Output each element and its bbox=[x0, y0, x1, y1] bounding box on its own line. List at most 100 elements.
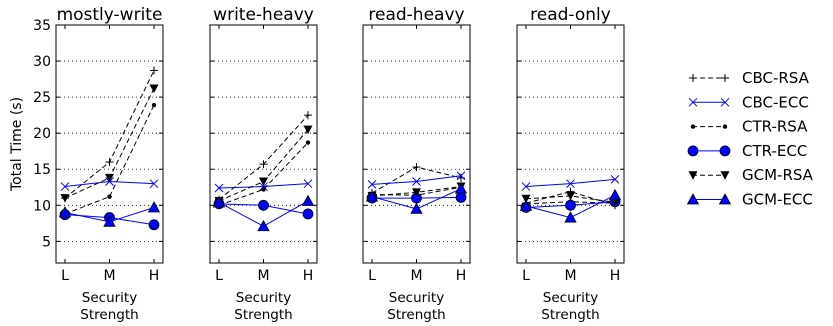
data-point-shape bbox=[60, 194, 70, 203]
series-line bbox=[371, 175, 462, 185]
data-point bbox=[566, 179, 575, 189]
x-axis-label-line: Security bbox=[389, 290, 444, 306]
series-GCM-RSA bbox=[60, 84, 159, 203]
data-point bbox=[521, 182, 531, 191]
legend-marker-shape bbox=[722, 124, 728, 129]
y-tick-label: 30 bbox=[33, 54, 51, 70]
legend-marker bbox=[690, 124, 696, 129]
x-axis-label-line: Security bbox=[236, 290, 291, 306]
data-point-shape bbox=[412, 188, 421, 197]
data-point bbox=[521, 194, 531, 204]
data-point-shape bbox=[147, 201, 161, 213]
legend-marker-shape bbox=[718, 193, 732, 205]
legend-marker bbox=[687, 145, 699, 157]
data-point bbox=[610, 198, 620, 207]
legend-marker-shape bbox=[719, 145, 731, 157]
legend-marker bbox=[722, 124, 728, 129]
legend-marker-shape bbox=[720, 171, 730, 180]
legend-entry: GCM-ECC bbox=[686, 191, 813, 209]
data-point-shape bbox=[259, 177, 268, 187]
data-point-shape bbox=[257, 219, 270, 232]
legend-marker-shape bbox=[687, 145, 699, 157]
panel-title: read-heavy bbox=[368, 5, 464, 25]
data-point-shape bbox=[303, 125, 313, 135]
data-point bbox=[456, 171, 466, 181]
data-point bbox=[365, 190, 379, 202]
data-point bbox=[303, 179, 313, 189]
legend-entry: CTR-RSA bbox=[690, 118, 808, 136]
y-tick-label: 20 bbox=[33, 126, 51, 142]
legend-marker-shape bbox=[686, 193, 700, 205]
x-tick-label: M bbox=[564, 268, 576, 284]
legend-marker-shape bbox=[690, 124, 696, 129]
data-point-shape bbox=[608, 188, 622, 201]
data-point-shape bbox=[258, 199, 269, 211]
data-point-shape bbox=[455, 191, 467, 203]
data-point bbox=[519, 199, 533, 211]
data-point bbox=[107, 194, 112, 199]
legend-entry: GCM-RSA bbox=[688, 166, 814, 184]
data-point-shape bbox=[148, 219, 160, 231]
data-point-shape bbox=[610, 198, 620, 207]
x-tick-label: H bbox=[610, 268, 621, 284]
data-point bbox=[259, 160, 268, 169]
x-tick-label: L bbox=[368, 268, 376, 284]
data-point-shape bbox=[107, 194, 112, 199]
panel-title: mostly-write bbox=[57, 5, 163, 25]
data-point bbox=[412, 177, 421, 186]
legend-label: CBC-ECC bbox=[742, 93, 809, 111]
data-point bbox=[565, 199, 576, 211]
data-point-shape bbox=[566, 191, 575, 201]
y-tick-label: 35 bbox=[33, 18, 51, 34]
series-CBC-ECC bbox=[214, 179, 313, 193]
data-point bbox=[454, 182, 468, 194]
legend-marker bbox=[721, 74, 729, 82]
series-line bbox=[525, 178, 616, 188]
series-GCM-ECC bbox=[58, 201, 161, 227]
series-CBC-ECC bbox=[521, 174, 620, 191]
data-point bbox=[410, 202, 423, 214]
data-point bbox=[258, 199, 269, 211]
data-point-shape bbox=[565, 199, 576, 211]
x-axis-label: Security Strength bbox=[234, 290, 292, 323]
data-point-b bbox=[259, 182, 268, 191]
data-point bbox=[261, 187, 266, 192]
series-CTR-RSA bbox=[216, 140, 311, 208]
panel-title: read-only bbox=[530, 5, 611, 25]
legend-label: GCM-ECC bbox=[742, 191, 813, 209]
legend-marker-b bbox=[720, 97, 730, 107]
data-point-shape bbox=[365, 190, 379, 202]
data-point bbox=[412, 188, 421, 197]
series-GCM-ECC bbox=[212, 194, 315, 232]
data-point bbox=[105, 158, 114, 167]
legend-marker bbox=[688, 97, 698, 107]
data-point bbox=[151, 102, 157, 108]
data-point-b bbox=[303, 179, 313, 189]
data-point bbox=[301, 194, 315, 206]
data-point bbox=[305, 140, 311, 145]
data-point-shape bbox=[103, 215, 116, 227]
data-point bbox=[367, 180, 377, 189]
data-point bbox=[148, 219, 160, 231]
data-point-shape bbox=[302, 208, 314, 220]
data-point-shape bbox=[454, 182, 468, 194]
data-point bbox=[60, 194, 70, 203]
data-point bbox=[149, 179, 159, 189]
data-point-shape bbox=[564, 211, 577, 223]
legend-entry: CTR-ECC bbox=[687, 142, 807, 160]
data-point bbox=[105, 173, 114, 183]
x-tick-label: H bbox=[303, 268, 314, 284]
data-point bbox=[214, 183, 224, 193]
series-GCM-RSA bbox=[521, 191, 620, 207]
data-point bbox=[147, 201, 161, 213]
data-point bbox=[608, 188, 622, 201]
legend-marker bbox=[689, 74, 697, 82]
legend-marker bbox=[686, 193, 700, 205]
data-point-shape bbox=[301, 194, 315, 206]
legend-label: GCM-RSA bbox=[742, 166, 814, 184]
data-point-b bbox=[610, 174, 620, 184]
data-point bbox=[304, 111, 312, 120]
data-point-shape bbox=[151, 102, 157, 108]
